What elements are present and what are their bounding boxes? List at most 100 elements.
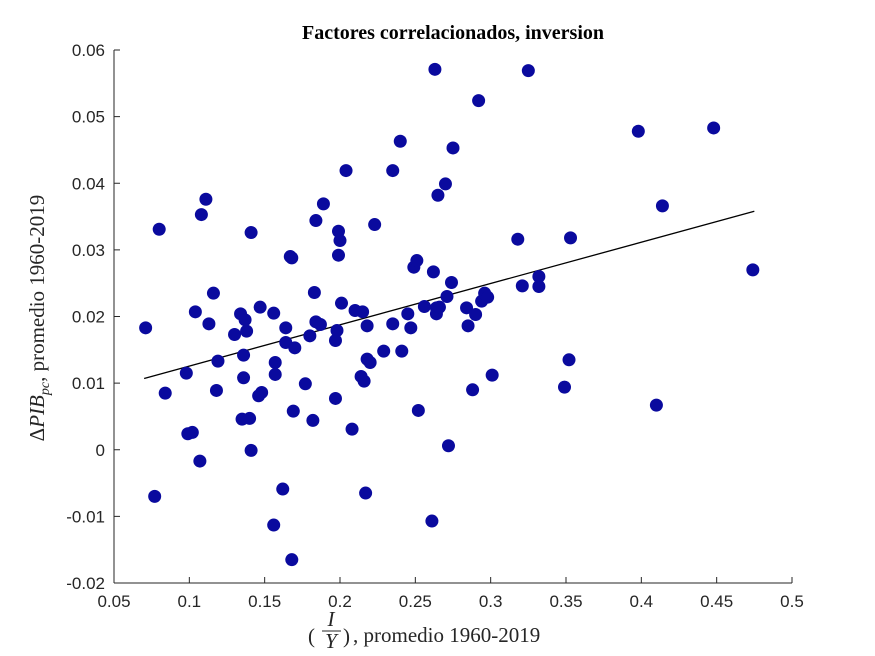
data-point <box>202 317 216 331</box>
data-point <box>228 327 242 341</box>
data-point <box>240 324 254 338</box>
data-point <box>211 354 225 368</box>
data-point <box>562 353 576 367</box>
data-point <box>276 482 290 496</box>
data-point <box>333 234 347 248</box>
data-point <box>363 355 377 369</box>
data-point <box>532 270 546 284</box>
data-point <box>438 177 452 191</box>
data-point <box>188 305 202 319</box>
data-point <box>707 121 721 135</box>
y-label-text: ΔPIBpc, promedio 1960-2019 <box>25 195 53 442</box>
data-point <box>288 341 302 355</box>
data-point <box>472 94 486 108</box>
data-point <box>268 367 282 381</box>
x-axis-ticks: 0.05 0.1 0.15 0.2 0.25 0.3 0.35 0.4 0.45 0.5 <box>97 577 804 611</box>
x-tick-label: 0.05 <box>97 592 130 611</box>
x-tick-label: 0.4 <box>630 592 654 611</box>
y-tick-label: 0.05 <box>72 108 105 127</box>
y-tick-label: 0 <box>96 441 105 460</box>
data-point <box>244 443 258 457</box>
data-point <box>386 317 400 331</box>
x-label-numerator: I <box>327 607 336 631</box>
data-point <box>309 214 323 228</box>
data-point <box>286 404 300 418</box>
data-point <box>386 164 400 178</box>
y-tick-label: 0.03 <box>72 241 105 260</box>
data-point <box>411 403 425 417</box>
data-point <box>306 413 320 427</box>
plot-area: 0.05 0.1 0.15 0.2 0.25 0.3 0.35 0.4 0.45 0.5 -0.0… <box>66 41 804 611</box>
data-point <box>313 317 327 331</box>
data-point <box>649 398 663 412</box>
data-point <box>431 188 445 202</box>
data-point <box>243 411 257 425</box>
y-tick-label: -0.02 <box>66 574 105 593</box>
data-point <box>485 368 499 382</box>
data-point <box>152 222 166 236</box>
data-point <box>158 386 172 400</box>
chart-title: Factores correlacionados, inversion <box>302 22 604 44</box>
data-point <box>532 280 546 294</box>
y-tick-label: 0.04 <box>72 174 105 193</box>
y-tick-label: 0.06 <box>72 41 105 60</box>
data-point <box>331 248 345 262</box>
x-tick-label: 0.1 <box>178 592 202 611</box>
data-point <box>244 226 258 240</box>
data-point <box>193 454 207 468</box>
data-point <box>238 313 252 327</box>
data-point <box>444 276 458 290</box>
data-point <box>425 514 439 528</box>
x-label-open-paren: ( <box>308 624 315 648</box>
data-point <box>404 321 418 335</box>
data-point <box>466 383 480 397</box>
y-tick-label: 0.01 <box>72 374 105 393</box>
data-point <box>255 385 269 399</box>
data-point <box>401 307 415 321</box>
data-point <box>328 391 342 405</box>
data-point <box>515 279 529 293</box>
data-point <box>237 371 251 385</box>
x-label-denominator: Y <box>325 629 339 653</box>
data-point <box>359 486 373 500</box>
data-point <box>393 134 407 148</box>
data-point <box>395 344 409 358</box>
data-point <box>440 290 454 304</box>
data-point <box>432 300 446 314</box>
data-point <box>307 286 321 300</box>
data-point <box>481 290 495 304</box>
data-point <box>460 301 474 315</box>
data-point <box>279 321 293 335</box>
data-point <box>267 306 281 320</box>
data-point <box>316 197 330 211</box>
x-tick-label: 0.35 <box>549 592 582 611</box>
data-point <box>357 374 371 388</box>
data-point <box>368 218 382 232</box>
data-point <box>298 377 312 391</box>
data-point <box>360 319 374 333</box>
data-point <box>461 319 475 333</box>
data-point <box>428 62 442 76</box>
data-point <box>417 300 431 314</box>
data-point <box>521 64 535 78</box>
data-point <box>206 286 220 300</box>
data-point <box>655 199 669 213</box>
data-point <box>564 231 578 245</box>
x-tick-label: 0.45 <box>700 592 733 611</box>
data-point <box>139 321 153 335</box>
data-point <box>237 348 251 362</box>
scatter-points <box>139 62 760 567</box>
x-tick-label: 0.15 <box>248 592 281 611</box>
data-point <box>199 192 213 206</box>
data-point <box>330 323 344 337</box>
x-tick-label: 0.5 <box>780 592 804 611</box>
data-point <box>179 366 193 380</box>
x-tick-label: 0.25 <box>399 592 432 611</box>
data-point <box>746 263 760 277</box>
data-point <box>148 489 162 503</box>
data-point <box>253 300 267 314</box>
data-point <box>303 329 317 343</box>
x-tick-label: 0.3 <box>479 592 503 611</box>
data-point <box>469 308 483 322</box>
